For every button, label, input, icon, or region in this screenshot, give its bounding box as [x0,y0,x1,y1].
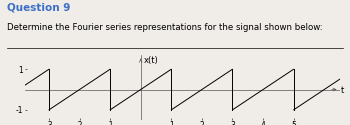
Text: x(t): x(t) [144,56,159,65]
Text: Determine the Fourier series representations for the signal shown below:: Determine the Fourier series representat… [7,22,323,32]
Text: t: t [341,86,344,95]
Text: Question 9: Question 9 [7,2,70,12]
